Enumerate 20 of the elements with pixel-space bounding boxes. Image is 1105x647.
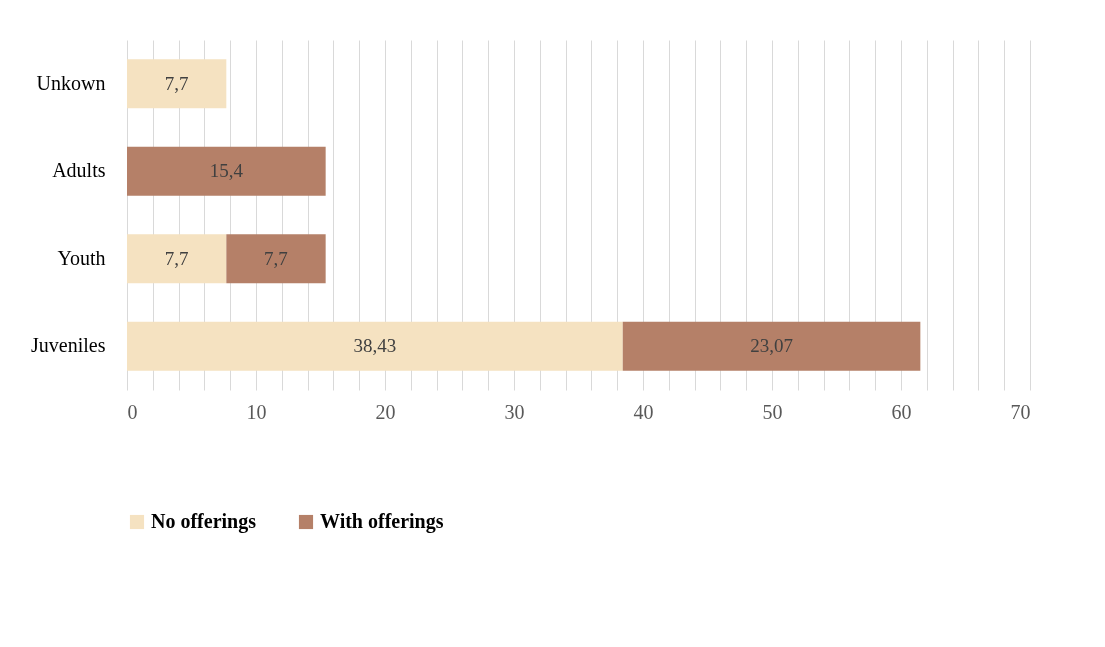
data-label: 23,07 xyxy=(750,335,793,357)
y-tick-label: Unkown xyxy=(36,71,106,94)
x-tick-label: 10 xyxy=(246,400,267,423)
x-tick-label: 50 xyxy=(762,400,783,423)
data-label: 15,4 xyxy=(209,160,244,182)
x-tick-label: 60 xyxy=(891,400,912,423)
x-tick-label: 0 xyxy=(127,400,138,423)
x-tick-label: 40 xyxy=(633,400,654,423)
x-tick-label: 70 xyxy=(1010,400,1031,423)
data-label: 7,7 xyxy=(264,247,288,269)
y-tick-label: Juveniles xyxy=(31,334,106,357)
legend-label: No offerings xyxy=(151,510,257,533)
y-tick-label: Adults xyxy=(52,159,106,182)
x-tick-label: 20 xyxy=(375,400,396,423)
x-tick-label: 30 xyxy=(504,400,525,423)
y-tick-label: Youth xyxy=(57,246,106,269)
legend-label: With offerings xyxy=(320,510,444,533)
data-label: 7,7 xyxy=(164,72,189,94)
data-label: 38,43 xyxy=(353,335,397,357)
data-label: 7,7 xyxy=(164,247,189,269)
